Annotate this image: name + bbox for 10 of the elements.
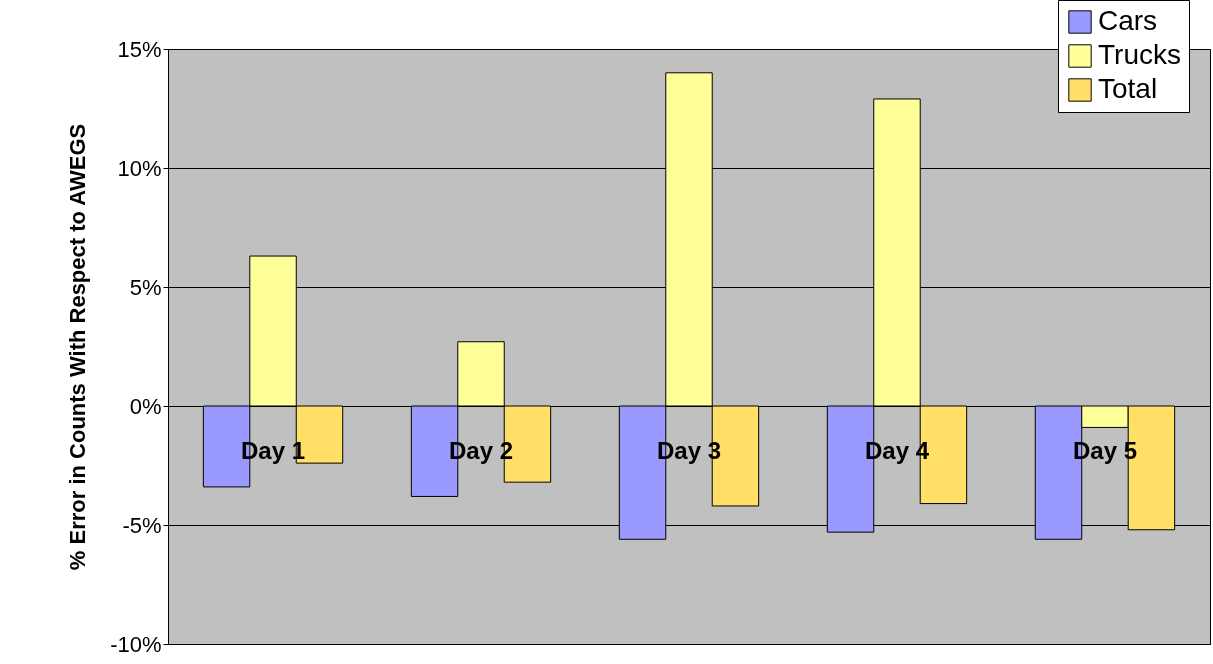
y-tick-label: -5% xyxy=(122,512,162,538)
y-axis-title: % Error in Counts With Respect to AWEGS xyxy=(65,123,91,571)
y-tick-label: 0% xyxy=(129,393,162,419)
legend-label: Trucks xyxy=(1098,39,1181,70)
y-tick-label: 10% xyxy=(117,155,162,181)
y-tick-label: 15% xyxy=(117,36,162,62)
y-tick-label: -10% xyxy=(110,631,162,657)
legend-label: Total xyxy=(1098,73,1158,104)
legend-label: Cars xyxy=(1098,5,1158,36)
y-tick-label: 5% xyxy=(129,274,162,300)
